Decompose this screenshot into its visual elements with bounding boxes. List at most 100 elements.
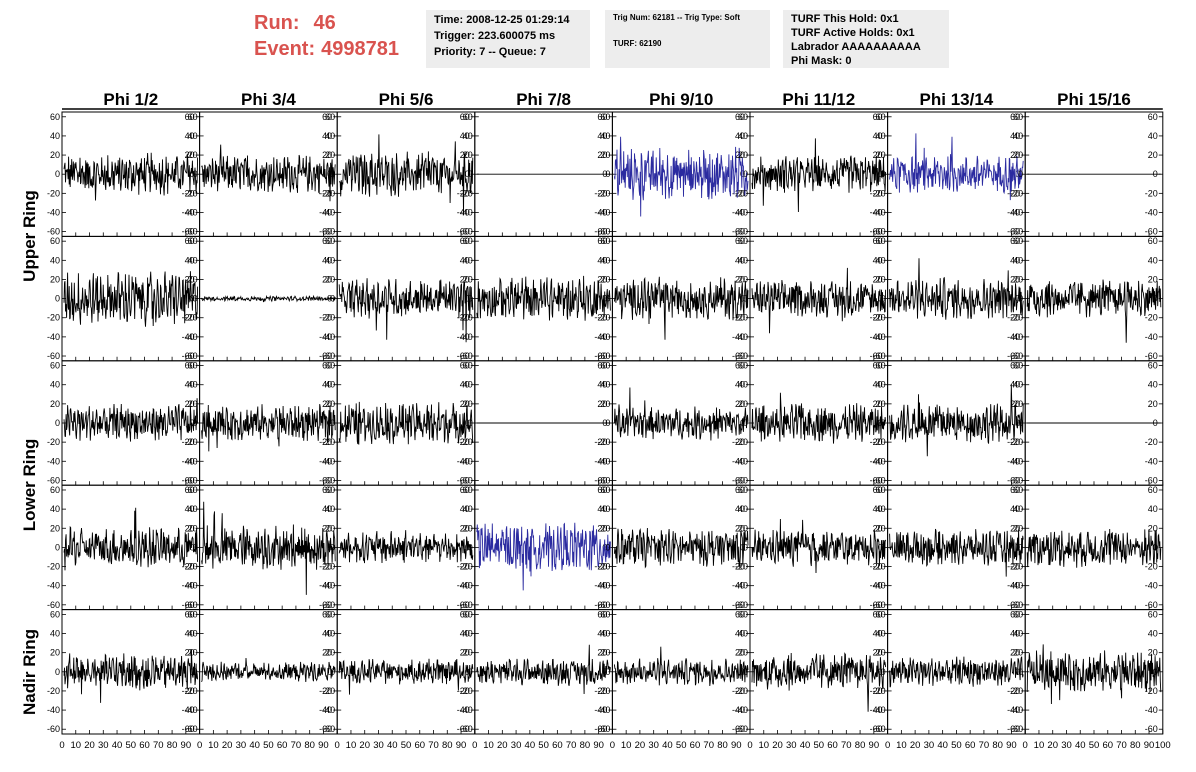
y-tick-label: -60: [597, 227, 610, 237]
y-tick-label: -60: [594, 351, 607, 361]
phi-mask-text: Phi Mask: 0: [791, 55, 852, 67]
y-tick-label: 0: [881, 667, 886, 677]
x-tick-label: 80: [167, 740, 178, 751]
y-tick-label: -60: [735, 351, 748, 361]
y-tick-label: 40: [876, 131, 886, 141]
y-tick-label: 60: [873, 361, 883, 371]
waveform-trace: [751, 652, 887, 712]
y-tick-label: -20: [1007, 562, 1020, 572]
y-tick-label: 60: [325, 485, 335, 495]
waveform-trace: [1026, 528, 1162, 568]
y-tick-label: 60: [1013, 609, 1023, 619]
y-tick-label: 20: [185, 150, 195, 160]
y-tick-label: 40: [597, 504, 607, 514]
y-tick-label: 60: [325, 236, 335, 246]
y-tick-label: -60: [182, 724, 195, 734]
y-tick-label: -20: [735, 313, 748, 323]
y-tick-label: 60: [322, 112, 332, 122]
y-tick-label: 0: [468, 418, 473, 428]
y-tick-label: 20: [322, 150, 332, 160]
y-tick-label: -40: [594, 705, 607, 715]
x-tick-label: 60: [552, 740, 563, 751]
y-tick-label: 40: [873, 255, 883, 265]
priority-text: Priority: 7 -- Queue: 7: [434, 46, 546, 58]
y-tick-label: 0: [881, 169, 886, 179]
y-tick-label: 40: [738, 131, 748, 141]
y-tick-label: 60: [460, 609, 470, 619]
waveform-trace: [613, 527, 749, 569]
y-tick-label: -20: [1145, 437, 1158, 447]
y-tick-label: 60: [460, 112, 470, 122]
y-tick-label: 0: [327, 667, 332, 677]
y-tick-label: 40: [1013, 629, 1023, 639]
y-tick-label: -60: [47, 227, 60, 237]
x-tick-label: 30: [648, 740, 659, 751]
y-tick-label: 60: [188, 112, 198, 122]
waveform-trace: [338, 530, 474, 564]
y-tick-label: 40: [873, 629, 883, 639]
y-tick-label: -60: [322, 351, 335, 361]
y-tick-label: -20: [732, 188, 745, 198]
y-tick-label: -40: [185, 581, 198, 591]
y-tick-label: -60: [457, 227, 470, 237]
y-tick-label: -60: [597, 475, 610, 485]
waveform-trace: [751, 518, 887, 574]
waveform-trace: [889, 384, 1024, 457]
y-tick-label: -60: [873, 475, 886, 485]
y-tick-label: 40: [185, 504, 195, 514]
y-tick-label: -20: [185, 562, 198, 572]
ring-label: Lower Ring: [20, 438, 39, 532]
y-tick-label: -40: [460, 581, 473, 591]
y-tick-label: 40: [185, 380, 195, 390]
y-tick-label: 40: [1013, 131, 1023, 141]
x-tick-label: 60: [1102, 740, 1113, 751]
y-tick-label: -20: [182, 437, 195, 447]
x-tick-label: 40: [662, 740, 673, 751]
y-tick-label: -20: [460, 686, 473, 696]
y-tick-label: -40: [1010, 581, 1023, 591]
y-tick-label: 20: [1013, 399, 1023, 409]
y-tick-label: -60: [873, 227, 886, 237]
x-tick-label: 0: [747, 740, 752, 751]
x-tick-label: 20: [772, 740, 783, 751]
y-tick-label: -20: [735, 562, 748, 572]
y-tick-label: -60: [457, 724, 470, 734]
y-tick-label: -60: [735, 227, 748, 237]
y-tick-label: -60: [735, 600, 748, 610]
y-tick-label: -20: [457, 562, 470, 572]
y-tick-label: -20: [460, 437, 473, 447]
x-tick-label: 50: [401, 740, 412, 751]
y-tick-label: 20: [322, 399, 332, 409]
y-tick-label: 60: [600, 236, 610, 246]
y-tick-label: -60: [735, 475, 748, 485]
y-tick-label: 40: [738, 380, 748, 390]
y-tick-label: 20: [325, 399, 335, 409]
y-tick-label: 60: [185, 485, 195, 495]
y-tick-label: 0: [55, 418, 60, 428]
y-tick-label: -40: [870, 581, 883, 591]
y-tick-label: -40: [597, 705, 610, 715]
y-tick-label: 60: [463, 609, 473, 619]
y-tick-label: -20: [732, 686, 745, 696]
y-tick-label: 60: [738, 485, 748, 495]
column-header: Phi 15/16: [1057, 90, 1131, 109]
y-tick-label: 0: [193, 418, 198, 428]
x-tick-label: 70: [153, 740, 164, 751]
y-tick-label: 60: [738, 609, 748, 619]
y-tick-label: 0: [330, 542, 335, 552]
y-tick-label: -40: [322, 456, 335, 466]
y-tick-label: -40: [1145, 581, 1158, 591]
x-tick-label: 90: [1144, 740, 1155, 751]
y-tick-label: 60: [738, 236, 748, 246]
y-tick-label: 40: [1148, 255, 1158, 265]
y-tick-label: 20: [460, 648, 470, 658]
y-tick-label: 60: [873, 609, 883, 619]
x-tick-label: 90: [869, 740, 880, 751]
y-tick-label: -40: [47, 332, 60, 342]
y-tick-label: 40: [1010, 380, 1020, 390]
y-tick-label: 40: [1010, 131, 1020, 141]
y-tick-label: 60: [597, 361, 607, 371]
x-tick-label: 30: [98, 740, 109, 751]
y-tick-label: -60: [597, 724, 610, 734]
y-tick-label: -60: [460, 227, 473, 237]
